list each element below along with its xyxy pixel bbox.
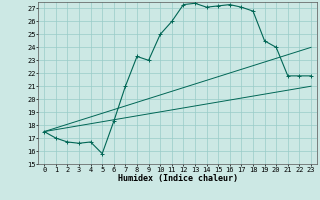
X-axis label: Humidex (Indice chaleur): Humidex (Indice chaleur) [118, 174, 238, 183]
